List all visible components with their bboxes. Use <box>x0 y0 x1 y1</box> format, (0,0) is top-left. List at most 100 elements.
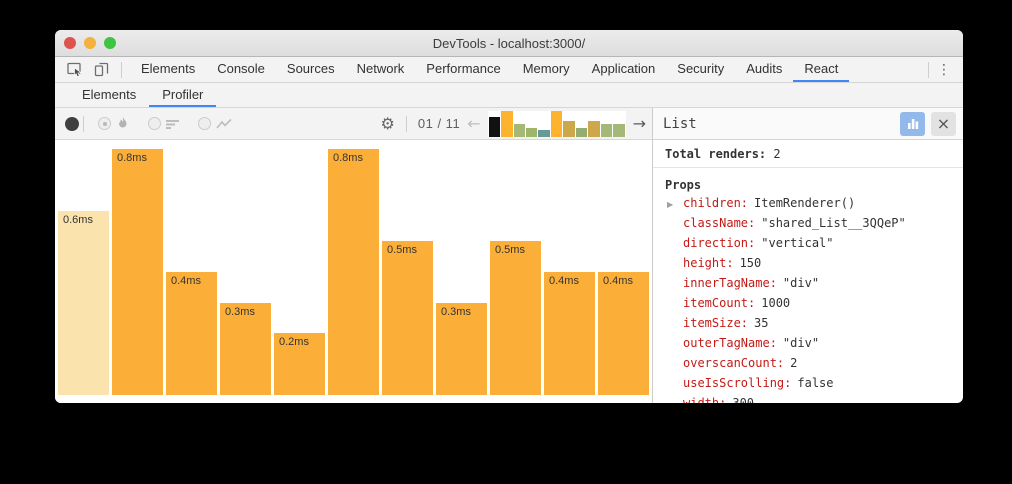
total-renders-label: Total renders: <box>665 147 767 161</box>
profiler-pane: ⚙ 01 / 11 ← → 0.6ms 0.8ms 0.4ms 0.3ms 0.2ms 0… <box>55 108 652 403</box>
props-heading: Props <box>665 178 702 192</box>
props-list: ▶ children: ItemRenderer() className: "share… <box>665 196 963 403</box>
record-button[interactable] <box>65 116 79 131</box>
tab-console[interactable]: Console <box>217 61 265 76</box>
chart-bar-4[interactable]: 0.3ms <box>220 303 271 395</box>
prop-name: children: <box>683 196 749 210</box>
chart-bar-3[interactable]: 0.4ms <box>166 272 217 395</box>
chart-bar-2[interactable]: 0.8ms <box>112 149 163 395</box>
snapshot-thumb-4[interactable] <box>525 127 538 137</box>
inspect-element-icon[interactable] <box>65 61 85 79</box>
prop-value: 150 <box>739 256 762 270</box>
details-panel-header: List × <box>653 108 963 140</box>
prop-name: itemCount: <box>683 296 756 310</box>
previous-snapshot-icon[interactable]: ← <box>467 113 481 133</box>
tab-application[interactable]: Application <box>591 61 656 76</box>
details-panel-buttons: × <box>900 111 956 136</box>
chart-bar-6[interactable]: 0.8ms <box>328 149 379 395</box>
bar-label: 0.5ms <box>495 244 525 256</box>
commit-duration-bar-chart: 0.6ms 0.8ms 0.4ms 0.3ms 0.2ms 0.8ms 0.5ms 0.3ms… <box>55 140 652 403</box>
tab-sources[interactable]: Sources <box>286 61 335 76</box>
subtab-profiler[interactable]: Profiler <box>149 83 217 107</box>
device-toolbar-icon[interactable] <box>91 61 111 79</box>
subtab-elements[interactable]: Elements <box>82 86 137 102</box>
chart-bar-8[interactable]: 0.3ms <box>436 303 487 395</box>
snapshot-thumb-10[interactable] <box>600 123 613 137</box>
prop-name: overscanCount: <box>683 356 785 370</box>
devtools-tab-bar: Elements Console Sources Network Performance… <box>55 57 963 83</box>
view-option-ranked[interactable] <box>148 117 180 130</box>
chart-bar-10[interactable]: 0.4ms <box>544 272 595 395</box>
prop-name: useIsScrolling: <box>683 376 792 390</box>
minimize-window-button[interactable] <box>84 37 96 49</box>
tab-audits[interactable]: Audits <box>746 61 783 76</box>
devtools-menu-area: ⋮ <box>924 57 963 82</box>
prop-name: itemSize: <box>683 316 749 330</box>
prop-row-itemSize: itemSize: 35 <box>665 316 963 336</box>
tab-memory[interactable]: Memory <box>522 61 570 76</box>
snapshot-thumb-2[interactable] <box>501 110 513 137</box>
menu-divider <box>928 61 929 78</box>
snapshot-thumb-6[interactable] <box>550 110 563 137</box>
prop-row-children[interactable]: ▶ children: ItemRenderer() <box>665 196 963 216</box>
kebab-menu-icon[interactable]: ⋮ <box>937 61 951 78</box>
prop-row-outerTagName: outerTagName: "div" <box>665 336 963 356</box>
bar-label: 0.4ms <box>603 275 633 287</box>
snapshot-thumb-5[interactable] <box>538 129 550 137</box>
snapshot-thumb-7[interactable] <box>563 120 575 137</box>
prop-value: "div" <box>782 276 820 290</box>
view-chart-button[interactable] <box>900 111 925 136</box>
bar-label: 0.6ms <box>63 214 93 226</box>
view-option-interactions[interactable] <box>198 117 233 130</box>
prop-name: outerTagName: <box>683 336 777 350</box>
profiler-toolbar: ⚙ 01 / 11 ← → <box>55 108 652 140</box>
prop-row-innerTagName: innerTagName: "div" <box>665 276 963 296</box>
chart-bar-7[interactable]: 0.5ms <box>382 241 433 395</box>
tab-network[interactable]: Network <box>356 61 405 76</box>
snapshot-thumb-9[interactable] <box>588 120 600 137</box>
flame-icon <box>119 117 127 128</box>
chart-bar-1[interactable]: 0.6ms <box>58 211 109 395</box>
prop-value: 2 <box>790 356 798 370</box>
snapshot-thumb-8[interactable] <box>575 127 588 137</box>
prop-name: innerTagName: <box>683 276 777 290</box>
prop-row-useIsScrolling: useIsScrolling: false <box>665 376 963 396</box>
prop-value: "vertical" <box>761 236 834 250</box>
main-content: ⚙ 01 / 11 ← → 0.6ms 0.8ms 0.4ms 0.3ms 0.2ms 0… <box>55 108 963 403</box>
react-subtab-bar: Elements Profiler <box>55 83 963 108</box>
tab-security[interactable]: Security <box>677 61 725 76</box>
snapshot-selector[interactable] <box>487 110 626 137</box>
chart-bar-5[interactable]: 0.2ms <box>274 333 325 395</box>
snapshot-navigation: ⚙ 01 / 11 ← → <box>380 110 646 137</box>
bar-label: 0.8ms <box>333 152 363 164</box>
prop-name: width: <box>683 396 727 403</box>
snapshot-thumb-11[interactable] <box>613 123 625 137</box>
bar-label: 0.8ms <box>117 152 147 164</box>
gear-icon[interactable]: ⚙ <box>380 113 395 133</box>
close-icon[interactable]: × <box>931 111 956 136</box>
flamegraph-radio[interactable] <box>98 117 111 130</box>
prop-name: height: <box>683 256 734 270</box>
prop-value: "div" <box>782 336 820 350</box>
gear-divider <box>405 115 407 132</box>
prop-row-overscanCount: overscanCount: 2 <box>665 356 963 376</box>
chart-bar-9[interactable]: 0.5ms <box>490 241 541 395</box>
snapshot-thumb-3[interactable] <box>513 123 525 137</box>
expand-arrow-icon[interactable]: ▶ <box>667 200 674 209</box>
tab-performance[interactable]: Performance <box>426 61 501 76</box>
view-option-flamegraph[interactable] <box>98 116 130 131</box>
snapshot-thumb-1[interactable] <box>488 116 501 137</box>
bar-label: 0.5ms <box>387 244 417 256</box>
prop-value: ItemRenderer() <box>754 196 856 210</box>
zoom-window-button[interactable] <box>104 37 116 49</box>
tab-elements[interactable]: Elements <box>141 61 196 76</box>
ranked-radio[interactable] <box>148 117 161 130</box>
interactions-radio[interactable] <box>198 117 211 130</box>
props-section: Props ▶ children: ItemRenderer() className:… <box>653 168 963 403</box>
prop-row-className: className: "shared_List__3QQeP" <box>665 216 963 236</box>
tab-react[interactable]: React <box>793 57 850 82</box>
traffic-lights <box>64 37 116 49</box>
next-snapshot-icon[interactable]: → <box>632 113 646 133</box>
chart-bar-11[interactable]: 0.4ms <box>598 272 649 395</box>
close-window-button[interactable] <box>64 37 76 49</box>
